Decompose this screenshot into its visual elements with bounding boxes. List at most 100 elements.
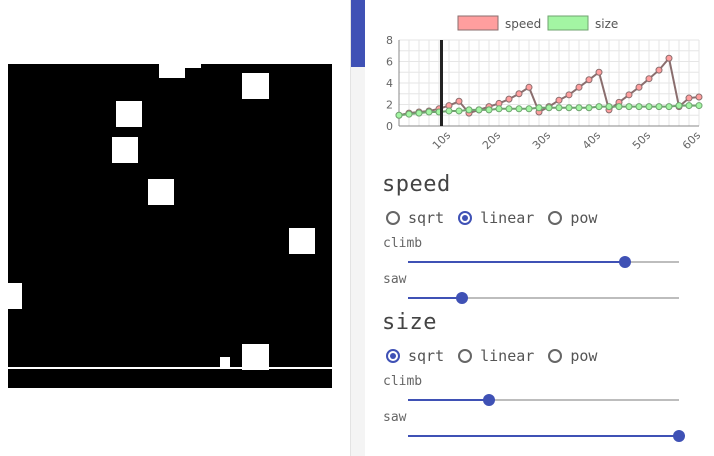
y-tick-label: 6 bbox=[386, 56, 393, 69]
legend-label-speed: speed bbox=[505, 17, 541, 31]
data-point-size bbox=[415, 109, 423, 117]
data-point-size bbox=[475, 106, 483, 114]
data-point-size bbox=[685, 102, 693, 110]
size-mode-group: sqrt linear pow bbox=[386, 346, 611, 366]
line-chart: 0 2 4 6 8 10s 20s 30s 40s 50s 60s speed size bbox=[386, 15, 703, 152]
slider-size-saw[interactable] bbox=[408, 429, 685, 443]
slider-fill bbox=[408, 399, 490, 401]
game-canvas[interactable] bbox=[8, 64, 332, 388]
falling-square bbox=[220, 357, 230, 367]
data-point-size bbox=[485, 106, 493, 114]
data-point-speed bbox=[665, 54, 673, 62]
scrollbar-track[interactable] bbox=[351, 0, 365, 456]
ground-line bbox=[8, 367, 332, 369]
data-point-speed bbox=[515, 90, 523, 98]
data-point-speed bbox=[595, 68, 603, 76]
slider-label-speed-climb: climb bbox=[383, 236, 423, 251]
slider-speed-saw[interactable] bbox=[408, 291, 679, 305]
x-tick-label: 40s bbox=[580, 129, 603, 152]
radio-circle bbox=[548, 349, 563, 363]
data-point-size bbox=[615, 103, 623, 111]
data-point-size bbox=[505, 105, 513, 113]
radio-speed-pow[interactable]: pow bbox=[548, 209, 597, 227]
data-point-size bbox=[635, 103, 643, 111]
radio-label: linear bbox=[480, 347, 535, 365]
data-point-size bbox=[555, 104, 563, 112]
legend-item-size: size bbox=[547, 15, 618, 31]
data-point-speed bbox=[585, 76, 593, 84]
game-background bbox=[8, 64, 332, 388]
y-tick-label: 4 bbox=[386, 77, 393, 90]
radio-label: pow bbox=[570, 209, 598, 227]
falling-square bbox=[148, 179, 174, 205]
legend-label-size: size bbox=[595, 17, 618, 31]
section-title-speed: speed bbox=[382, 172, 451, 197]
slider-fill bbox=[408, 261, 625, 263]
falling-square bbox=[242, 344, 269, 370]
data-point-size bbox=[585, 104, 593, 112]
data-point-speed bbox=[645, 75, 653, 83]
radio-circle bbox=[458, 211, 473, 225]
radio-size-pow[interactable]: pow bbox=[548, 347, 597, 365]
slider-thumb[interactable] bbox=[618, 256, 631, 268]
data-point-size bbox=[445, 107, 453, 115]
falling-square bbox=[159, 64, 185, 78]
radio-label: sqrt bbox=[408, 347, 445, 365]
data-point-size bbox=[595, 103, 603, 111]
data-point-size bbox=[565, 104, 573, 112]
falling-square bbox=[242, 73, 269, 99]
slider-thumb[interactable] bbox=[673, 430, 685, 442]
data-point-size bbox=[605, 103, 613, 111]
radio-circle bbox=[458, 349, 473, 363]
radio-speed-linear[interactable]: linear bbox=[458, 209, 534, 227]
data-point-speed bbox=[555, 96, 563, 104]
data-point-size bbox=[535, 104, 543, 112]
data-point-size bbox=[405, 110, 413, 118]
radio-label: pow bbox=[570, 347, 598, 365]
y-tick-label: 0 bbox=[386, 120, 393, 133]
x-tick-label: 50s bbox=[630, 129, 653, 152]
data-point-size bbox=[645, 103, 653, 111]
falling-square bbox=[116, 101, 142, 127]
data-point-size bbox=[625, 103, 633, 111]
legend-item-speed: speed bbox=[457, 15, 541, 31]
data-point-size bbox=[525, 105, 533, 113]
slider-fill bbox=[408, 297, 463, 299]
falling-square bbox=[289, 228, 315, 254]
falling-square bbox=[8, 283, 22, 309]
data-point-speed bbox=[455, 97, 463, 105]
data-point-speed bbox=[565, 91, 573, 99]
radio-circle bbox=[386, 349, 400, 363]
data-point-size bbox=[665, 103, 673, 111]
radio-size-sqrt[interactable]: sqrt bbox=[386, 347, 444, 365]
slider-label-speed-saw: saw bbox=[383, 272, 407, 287]
data-point-size bbox=[545, 104, 553, 112]
data-point-size bbox=[695, 102, 703, 110]
radio-speed-sqrt[interactable]: sqrt bbox=[386, 209, 444, 227]
data-point-size bbox=[575, 104, 583, 112]
x-tick-label: 20s bbox=[480, 129, 503, 152]
data-point-size bbox=[495, 105, 503, 113]
data-point-speed bbox=[635, 83, 643, 91]
data-point-size bbox=[455, 107, 463, 115]
data-point-speed bbox=[505, 95, 513, 103]
data-point-speed bbox=[525, 83, 533, 91]
slider-label-size-climb: climb bbox=[383, 374, 423, 389]
data-point-size bbox=[675, 102, 683, 110]
x-tick-label: 10s bbox=[430, 129, 453, 152]
slider-thumb[interactable] bbox=[456, 292, 469, 304]
data-point-speed bbox=[685, 94, 693, 102]
x-tick-label: 30s bbox=[530, 129, 553, 152]
panel-divider bbox=[350, 0, 351, 456]
slider-thumb[interactable] bbox=[483, 394, 496, 406]
slider-speed-climb[interactable] bbox=[408, 255, 679, 269]
radio-size-linear[interactable]: linear bbox=[458, 347, 534, 365]
slider-label-size-saw: saw bbox=[383, 410, 407, 425]
slider-size-climb[interactable] bbox=[408, 393, 679, 407]
falling-square bbox=[112, 137, 138, 163]
speed-mode-group: sqrt linear pow bbox=[386, 208, 611, 228]
data-point-size bbox=[655, 103, 663, 111]
x-tick-label: 60s bbox=[680, 129, 703, 152]
scrollbar-thumb[interactable] bbox=[351, 0, 365, 67]
legend-swatch-speed bbox=[457, 15, 499, 31]
